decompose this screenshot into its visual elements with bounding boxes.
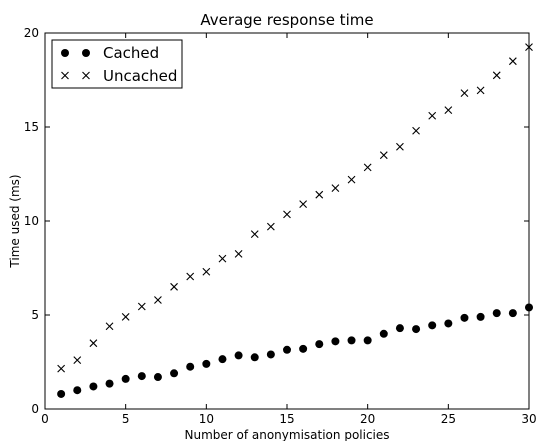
cached-point bbox=[234, 351, 243, 360]
uncached-point bbox=[170, 282, 178, 291]
cached-point bbox=[412, 325, 421, 334]
uncached-point bbox=[121, 312, 130, 321]
y-axis-label: Time used (ms) bbox=[8, 174, 22, 268]
cached-point bbox=[492, 309, 501, 318]
uncached-point bbox=[186, 272, 195, 281]
cached-point bbox=[379, 329, 388, 338]
cached-point bbox=[283, 345, 291, 354]
cached-point bbox=[299, 344, 308, 353]
series-uncached bbox=[57, 43, 533, 373]
cached-point bbox=[315, 340, 324, 349]
uncached-point bbox=[250, 230, 259, 239]
uncached-point bbox=[444, 106, 453, 114]
legend-marker-uncached bbox=[61, 71, 90, 80]
y-tick-label: 0 bbox=[31, 402, 39, 416]
uncached-point bbox=[266, 222, 275, 231]
legend-label-uncached: Uncached bbox=[103, 67, 177, 85]
cached-point bbox=[218, 355, 227, 364]
plot-area-frame bbox=[44, 32, 530, 410]
cached-point bbox=[202, 359, 211, 368]
uncached-point bbox=[154, 296, 162, 304]
cached-point bbox=[170, 369, 179, 378]
uncached-point bbox=[299, 200, 308, 208]
cached-point bbox=[428, 321, 437, 330]
x-axis-ticks: 0 5 10 15 20 25 30 bbox=[41, 33, 537, 426]
y-axis-ticks: 0 5 10 15 20 bbox=[24, 26, 529, 416]
x-tick-label: 15 bbox=[279, 412, 294, 426]
legend-marker-cached bbox=[61, 49, 69, 57]
cached-point bbox=[105, 379, 114, 388]
x-tick-label: 0 bbox=[41, 412, 49, 426]
cached-point bbox=[153, 373, 162, 382]
cached-point bbox=[250, 353, 259, 362]
cached-point bbox=[186, 362, 195, 371]
uncached-point bbox=[218, 254, 227, 263]
uncached-point bbox=[202, 267, 211, 276]
cached-point bbox=[137, 372, 146, 381]
cached-point bbox=[476, 312, 485, 321]
cached-point bbox=[347, 336, 356, 345]
x-tick-label: 5 bbox=[122, 412, 130, 426]
legend-box bbox=[51, 39, 183, 89]
uncached-point bbox=[460, 89, 469, 98]
legend: Cached Uncached bbox=[51, 39, 183, 89]
uncached-point bbox=[73, 356, 82, 365]
legend-label-cached: Cached bbox=[103, 44, 159, 62]
uncached-point bbox=[137, 302, 146, 311]
x-tick-label: 10 bbox=[199, 412, 214, 426]
y-tick-label: 20 bbox=[24, 26, 39, 40]
uncached-point bbox=[379, 151, 388, 160]
series-cached bbox=[57, 303, 533, 398]
uncached-point bbox=[57, 364, 66, 373]
x-axis-label: Number of anonymisation policies bbox=[184, 428, 389, 441]
x-tick-label: 30 bbox=[521, 412, 536, 426]
uncached-point bbox=[476, 86, 485, 95]
y-tick-label: 5 bbox=[31, 308, 39, 322]
uncached-point bbox=[412, 126, 420, 135]
uncached-point bbox=[347, 175, 356, 184]
cached-point bbox=[266, 350, 275, 359]
x-tick-label: 20 bbox=[360, 412, 375, 426]
cached-point bbox=[444, 319, 453, 328]
uncached-point bbox=[508, 57, 517, 66]
uncached-point bbox=[363, 163, 372, 172]
uncached-point bbox=[331, 184, 340, 192]
cached-point bbox=[331, 337, 340, 346]
cached-point bbox=[73, 386, 82, 395]
uncached-point bbox=[492, 71, 501, 80]
uncached-point bbox=[396, 142, 404, 151]
cached-point bbox=[121, 374, 130, 383]
cached-point bbox=[89, 382, 98, 391]
cached-point bbox=[363, 336, 372, 345]
uncached-point bbox=[428, 111, 437, 120]
uncached-point bbox=[283, 210, 291, 219]
chart-title: Average response time bbox=[200, 11, 373, 29]
cached-point bbox=[395, 324, 404, 333]
uncached-point bbox=[315, 190, 324, 199]
y-tick-label: 15 bbox=[24, 120, 39, 134]
uncached-point bbox=[89, 339, 98, 348]
x-tick-label: 25 bbox=[441, 412, 456, 426]
cached-point bbox=[508, 309, 517, 318]
uncached-point bbox=[105, 322, 114, 331]
y-tick-label: 10 bbox=[24, 214, 39, 228]
uncached-point bbox=[234, 250, 243, 258]
cached-point bbox=[57, 389, 66, 398]
cached-point bbox=[460, 313, 469, 322]
legend-marker-cached bbox=[82, 49, 90, 57]
